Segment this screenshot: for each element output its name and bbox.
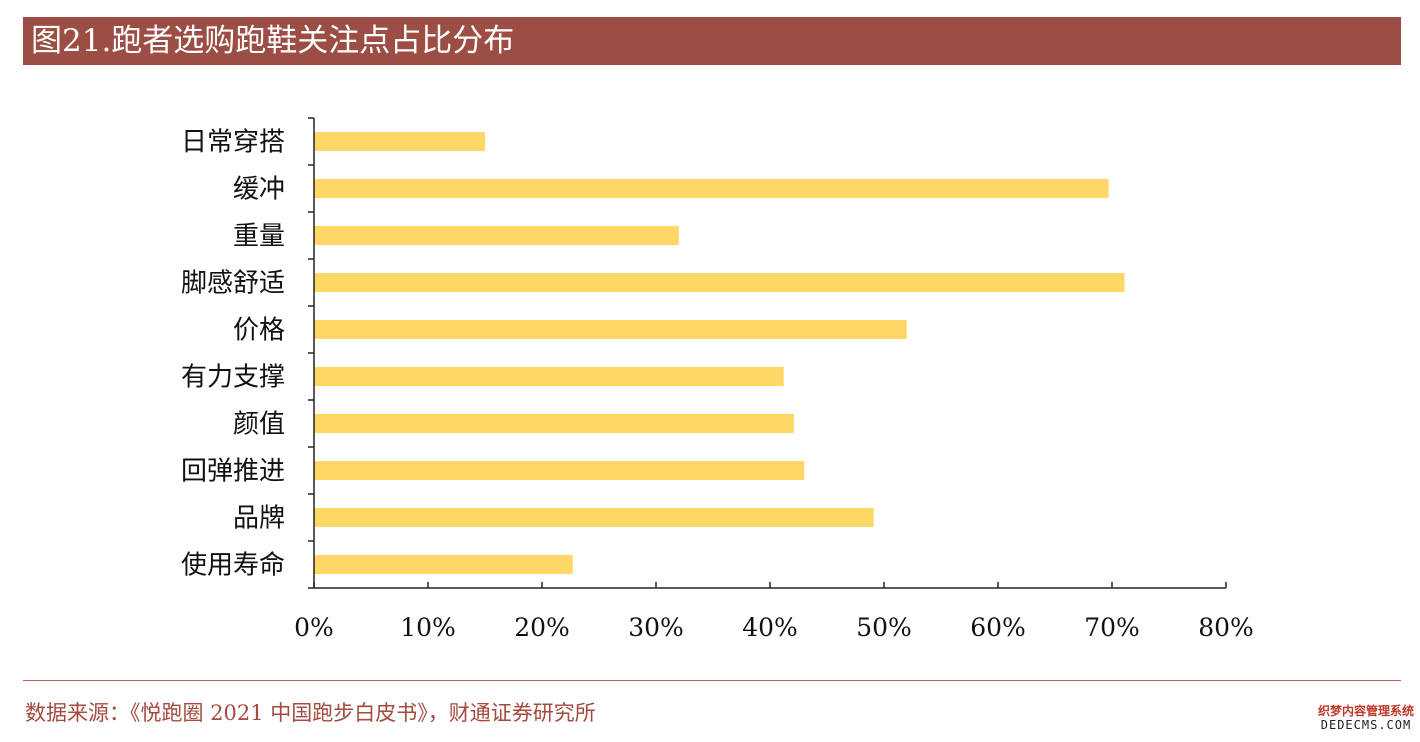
footer-divider <box>23 680 1401 681</box>
bar-8 <box>314 461 805 480</box>
bar-7 <box>314 414 794 433</box>
bar-2 <box>314 179 1109 198</box>
source-note: 数据来源：《悦跑圈 2021 中国跑步白皮书》，财通证券研究所 <box>25 701 596 725</box>
x-tick-label: 80% <box>1198 613 1254 642</box>
x-tick-label: 40% <box>742 613 798 642</box>
bar-6 <box>314 367 784 386</box>
category-label: 回弹推进 <box>181 457 285 487</box>
category-label: 日常穿搭 <box>181 128 285 158</box>
category-label: 脚感舒适 <box>181 269 285 299</box>
category-label: 使用寿命 <box>181 551 285 581</box>
category-label: 重量 <box>233 222 285 252</box>
category-label: 有力支撑 <box>181 363 285 393</box>
watermark: 织梦内容管理系统 DEDECMS.COM <box>1318 704 1414 732</box>
watermark-line2: DEDECMS.COM <box>1320 718 1412 732</box>
bar-10 <box>314 555 573 574</box>
category-label: 缓冲 <box>233 175 285 205</box>
chart-title: 图21.跑者选购跑鞋关注点占比分布 <box>23 17 1401 65</box>
x-tick-label: 0% <box>294 613 334 642</box>
x-tick-label: 20% <box>514 613 570 642</box>
x-tick-label: 60% <box>970 613 1026 642</box>
x-tick-label: 50% <box>856 613 912 642</box>
x-tick-label: 10% <box>400 613 456 642</box>
bar-9 <box>314 508 874 527</box>
x-tick-label: 70% <box>1084 613 1140 642</box>
category-label: 品牌 <box>233 504 285 534</box>
bar-4 <box>314 273 1125 292</box>
category-label: 颜值 <box>233 410 285 440</box>
bar-3 <box>314 226 679 245</box>
bar-5 <box>314 320 907 339</box>
bar-1 <box>314 132 485 151</box>
watermark-line1: 织梦内容管理系统 <box>1317 704 1414 718</box>
category-label: 价格 <box>233 316 285 346</box>
x-tick-label: 30% <box>628 613 684 642</box>
